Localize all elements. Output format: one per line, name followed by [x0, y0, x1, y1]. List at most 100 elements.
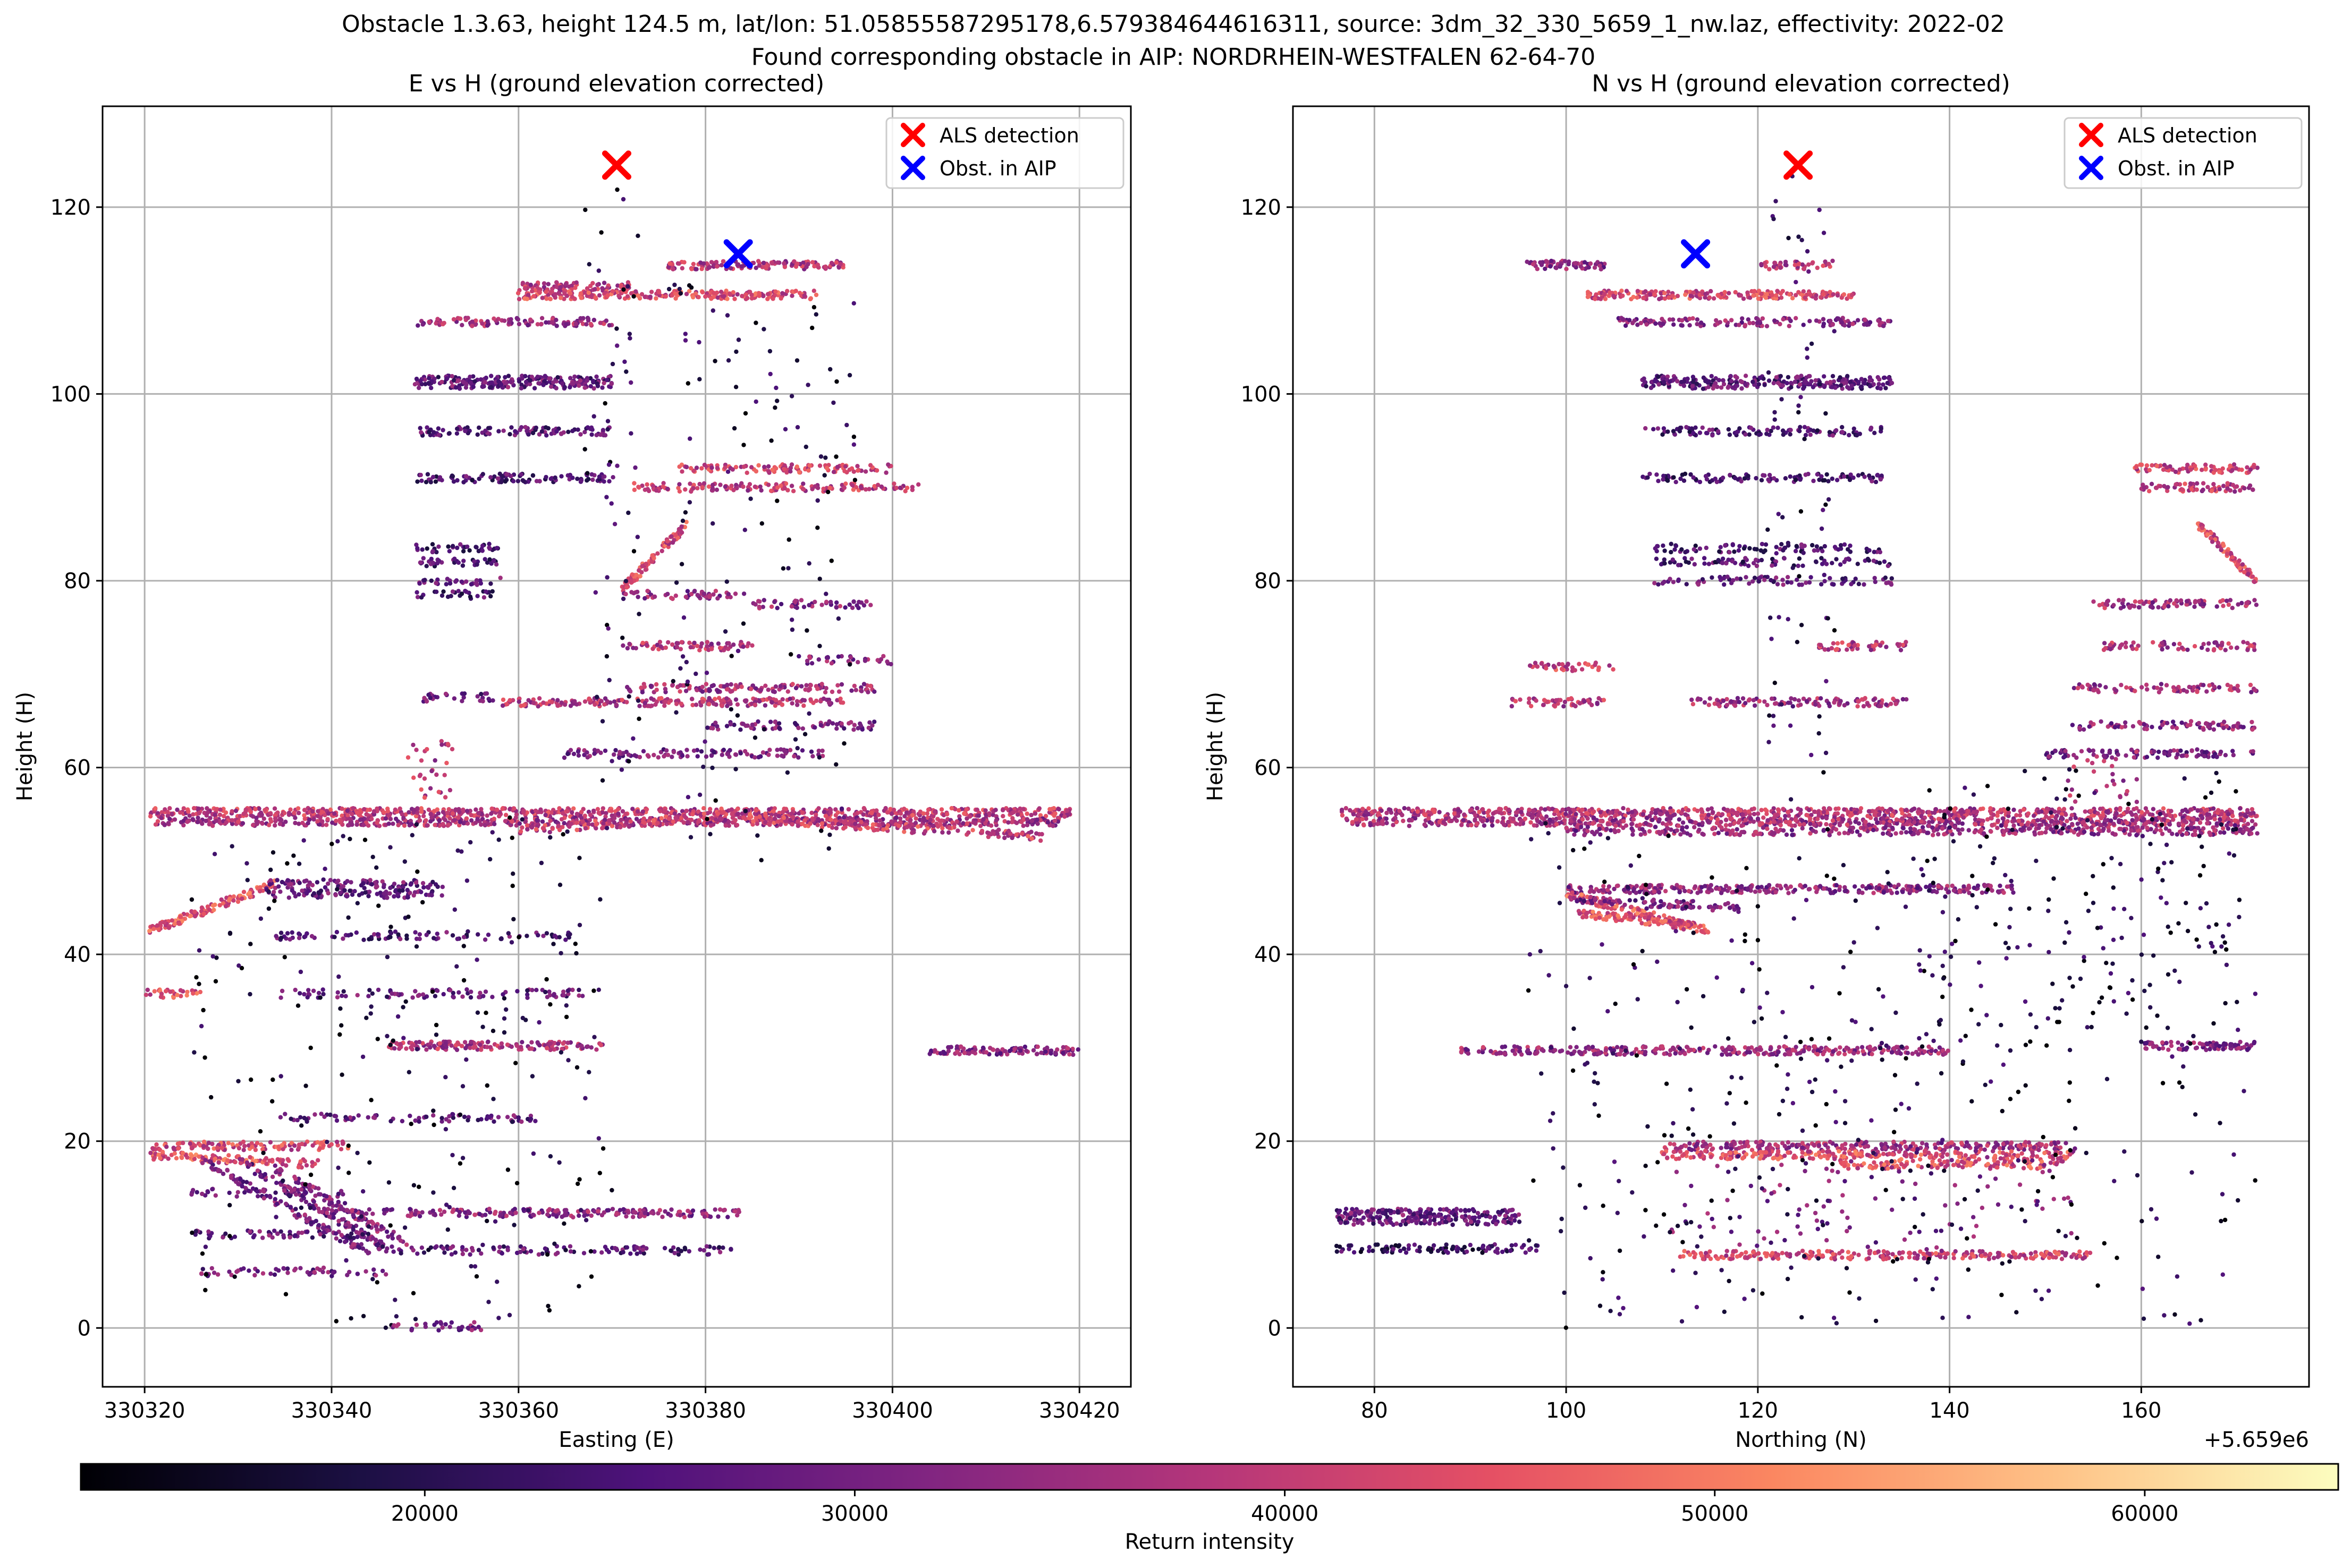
lidar-point — [595, 384, 601, 388]
lidar-point — [446, 823, 451, 827]
lidar-point — [1014, 820, 1019, 826]
lidar-point — [281, 1233, 286, 1238]
lidar-point — [292, 810, 297, 816]
lidar-point — [766, 464, 771, 469]
lidar-point — [263, 1172, 267, 1177]
lidar-point — [366, 1115, 370, 1120]
lidar-point — [310, 1160, 315, 1165]
lidar-point — [255, 1168, 260, 1173]
lidar-point — [307, 1272, 312, 1277]
lidar-point — [251, 1235, 256, 1240]
lidar-point — [184, 993, 189, 998]
lidar-point — [179, 1155, 184, 1160]
lidar-point — [450, 589, 455, 594]
lidar-point — [307, 817, 312, 822]
lidar-point — [739, 264, 745, 269]
lidar-point — [248, 809, 253, 815]
lidar-point — [148, 814, 153, 819]
lidar-point — [489, 806, 494, 811]
lidar-point — [869, 810, 874, 816]
lidar-point — [323, 812, 327, 818]
lidar-point — [435, 931, 439, 936]
lidar-point — [907, 823, 912, 828]
lidar-point — [1039, 1050, 1044, 1055]
lidar-point — [715, 465, 720, 470]
lidar-point — [425, 472, 430, 477]
lidar-point — [212, 908, 216, 912]
lidar-point — [450, 811, 455, 816]
lidar-point — [575, 477, 580, 481]
lidar-point — [590, 822, 595, 827]
lidar-point — [838, 261, 843, 267]
lidar-point — [998, 1051, 1003, 1056]
lidar-point — [473, 807, 478, 812]
lidar-point — [713, 1207, 717, 1212]
lidar-point — [578, 432, 583, 437]
lidar-point — [236, 819, 241, 824]
lidar-point — [447, 1114, 452, 1118]
lidar-point — [207, 908, 212, 912]
lidar-point — [268, 1272, 273, 1276]
lidar-point — [732, 809, 738, 813]
lidar-point — [683, 487, 688, 492]
lidar-point — [638, 1214, 643, 1219]
lidar-point — [706, 1252, 712, 1257]
lidar-point — [884, 470, 889, 475]
lidar-point — [1007, 1048, 1012, 1054]
lidar-point — [153, 806, 158, 811]
lidar-point — [526, 323, 530, 328]
lidar-point — [752, 484, 758, 489]
lidar-point — [419, 430, 424, 435]
lidar-point — [942, 1051, 948, 1056]
lidar-point — [1064, 808, 1070, 813]
lidar-point — [486, 697, 491, 701]
lidar-point — [293, 816, 298, 820]
lidar-point — [191, 818, 196, 823]
lidar-point — [415, 590, 419, 595]
lidar-point — [434, 581, 438, 586]
lidar-point — [940, 826, 945, 830]
lidar-point — [175, 1141, 181, 1146]
lidar-point — [519, 425, 524, 430]
lidar-point — [864, 487, 868, 492]
lidar-point — [916, 482, 921, 487]
lidar-point — [689, 817, 694, 823]
lidar-point — [731, 488, 736, 493]
lidar-point — [445, 577, 450, 581]
lidar-point — [557, 935, 562, 940]
lidar-point — [504, 1214, 509, 1218]
lidar-point — [536, 1252, 542, 1257]
lidar-point — [898, 811, 903, 816]
lidar-point — [305, 1230, 310, 1234]
lidar-point — [451, 1207, 456, 1212]
lidar-point — [378, 1239, 384, 1244]
lidar-point — [677, 482, 682, 487]
lidar-point — [748, 290, 752, 294]
lidar-point — [571, 806, 576, 811]
lidar-point — [663, 294, 669, 299]
lidar-point — [517, 296, 522, 302]
lidar-point — [858, 484, 864, 489]
lidar-point — [513, 815, 518, 820]
lidar-point — [289, 882, 293, 887]
lidar-point — [257, 1229, 262, 1234]
lidar-point — [579, 810, 584, 815]
lidar-point — [623, 811, 628, 817]
lidar-point — [476, 932, 480, 937]
lidar-point — [439, 1116, 444, 1121]
lidar-point — [703, 294, 708, 299]
lidar-point — [577, 1213, 581, 1218]
lidar-point — [447, 581, 453, 586]
lidar-point — [206, 1190, 210, 1194]
lidar-point — [699, 466, 704, 471]
lidar-point — [359, 883, 364, 888]
lidar-point — [340, 993, 344, 998]
lidar-point — [752, 811, 758, 816]
lidar-point — [767, 817, 772, 821]
lidar-point — [560, 811, 565, 816]
lidar-point — [628, 1251, 633, 1256]
lidar-point — [662, 818, 667, 823]
lidar-point — [213, 1193, 218, 1198]
lidar-point — [253, 807, 258, 812]
lidar-point — [479, 822, 484, 827]
